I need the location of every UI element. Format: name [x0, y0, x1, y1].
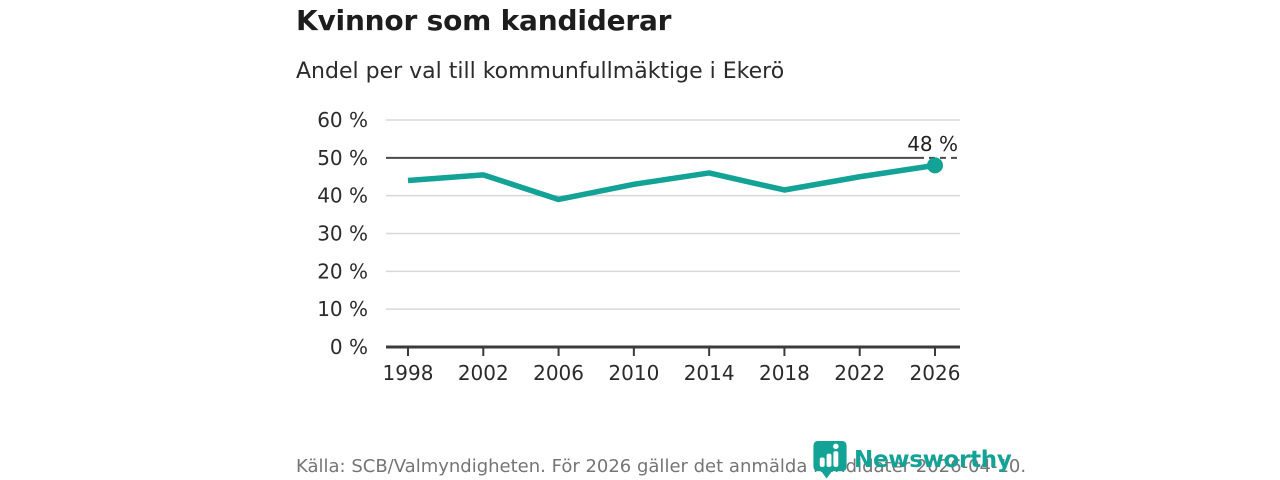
x-axis-label: 2018 — [759, 361, 810, 385]
x-axis-label: 2006 — [533, 361, 584, 385]
newsworthy-bubble-barchart-icon — [813, 440, 847, 479]
y-axis-label: 30 % — [317, 222, 368, 246]
y-axis-label: 40 % — [317, 184, 368, 208]
y-axis-label: 10 % — [317, 297, 368, 321]
y-axis-label: 20 % — [317, 259, 368, 283]
y-axis-label: 60 % — [317, 108, 368, 132]
x-axis-label: 2010 — [608, 361, 659, 385]
data-line — [407, 162, 936, 203]
newsworthy-wordmark: Newsworthy — [854, 446, 1012, 473]
x-axis-label: 1998 — [383, 361, 434, 385]
newsworthy-logo: Newsworthy — [812, 440, 1012, 479]
line-chart: 0 % 10 % 20 % 30 % 40 % 50 % 60 % 1998 2002 2006 2… — [317, 108, 961, 385]
data-point-last — [927, 157, 943, 174]
x-axis-label: 2002 — [458, 361, 509, 385]
x-axis-label: 2026 — [910, 361, 961, 385]
x-axis-label: 2022 — [834, 361, 885, 385]
chart-subtitle: Andel per val till kommunfullmäktige i E… — [296, 59, 785, 84]
y-axis-label: 50 % — [317, 146, 368, 170]
chart-title: Kvinnor som kandiderar — [296, 4, 672, 37]
y-axis-label: 0 % — [330, 335, 368, 359]
last-point-value-label: 48 % — [907, 132, 958, 156]
x-axis-label: 2014 — [684, 361, 735, 385]
